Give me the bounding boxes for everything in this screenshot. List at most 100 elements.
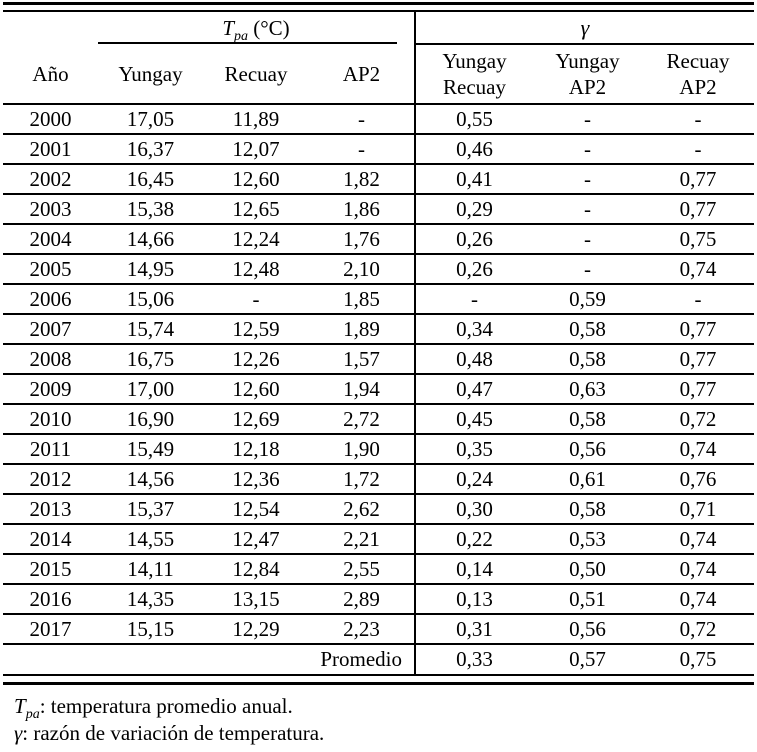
value-cell: - bbox=[533, 194, 642, 225]
value-cell: 0,77 bbox=[642, 194, 755, 225]
value-cell: 13,15 bbox=[203, 584, 309, 615]
value-cell: 16,37 bbox=[98, 134, 203, 165]
year-cell: 2016 bbox=[3, 584, 98, 615]
value-cell: 2,62 bbox=[309, 494, 416, 525]
year-cell: 2002 bbox=[3, 164, 98, 195]
value-cell: 0,72 bbox=[642, 614, 755, 645]
value-cell: 12,69 bbox=[203, 404, 309, 435]
year-cell: 2008 bbox=[3, 344, 98, 375]
table-row: 2005 14,95 12,48 2,10 0,26-0,74 bbox=[3, 254, 755, 285]
col-header-yungay-recuay: Yungay Recuay bbox=[415, 44, 533, 105]
value-cell: 15,38 bbox=[98, 194, 203, 225]
summary-label: Promedio bbox=[3, 644, 416, 676]
table-row: 2016 14,35 13,15 2,89 0,13 0,51 0,74 bbox=[3, 584, 755, 615]
value-cell: 16,75 bbox=[98, 344, 203, 375]
table-body: 2000 17,05 11,89-0,55- -2001 16,37 12,07-0,46… bbox=[3, 104, 755, 645]
group-header-tpa: Tpa (°C) bbox=[98, 11, 415, 44]
summary-row: Promedio 0,33 0,57 0,75 bbox=[3, 644, 755, 676]
table-row: 2003 15,38 12,65 1,86 0,29-0,77 bbox=[3, 194, 755, 225]
value-cell: - bbox=[533, 104, 642, 135]
value-cell: - bbox=[533, 134, 642, 165]
table-row: 2010 16,90 12,69 2,72 0,45 0,58 0,72 bbox=[3, 404, 755, 435]
value-cell: 14,66 bbox=[98, 224, 203, 255]
value-cell: 0,74 bbox=[642, 254, 755, 285]
value-cell: 0,77 bbox=[642, 374, 755, 405]
value-cell: 0,71 bbox=[642, 494, 755, 525]
footnote-gamma: γ: razón de variación de temperatura. bbox=[14, 720, 757, 747]
year-cell: 2006 bbox=[3, 284, 98, 315]
tpa-subscript: pa bbox=[234, 28, 249, 44]
col-header-line1: Recuay bbox=[666, 49, 730, 73]
value-cell: 17,00 bbox=[98, 374, 203, 405]
value-cell: 16,90 bbox=[98, 404, 203, 435]
value-cell: 2,23 bbox=[309, 614, 416, 645]
value-cell: 0,26 bbox=[415, 254, 533, 285]
value-cell: 0,31 bbox=[415, 614, 533, 645]
summary-value-yungay-ap2: 0,57 bbox=[533, 644, 642, 676]
value-cell: - bbox=[533, 254, 642, 285]
col-header-yungay-ap2: Yungay AP2 bbox=[533, 44, 642, 105]
gamma-symbol: γ bbox=[580, 14, 590, 40]
value-cell: 1,57 bbox=[309, 344, 416, 375]
data-table: Tpa (°C) γ Año Yungay Recuay AP2 Yungay … bbox=[3, 10, 755, 676]
table-row: 2000 17,05 11,89-0,55- - bbox=[3, 104, 755, 135]
value-cell: 15,37 bbox=[98, 494, 203, 525]
value-cell: 0,24 bbox=[415, 464, 533, 495]
value-cell: 15,49 bbox=[98, 434, 203, 465]
col-header-recuay-ap2: Recuay AP2 bbox=[642, 44, 755, 105]
bottom-rule-thick bbox=[3, 682, 754, 685]
value-cell: 12,60 bbox=[203, 164, 309, 195]
value-cell: 12,59 bbox=[203, 314, 309, 345]
value-cell: 0,58 bbox=[533, 404, 642, 435]
tpa-symbol: T bbox=[222, 15, 235, 40]
top-rule-thick bbox=[3, 2, 754, 5]
value-cell: - bbox=[642, 104, 755, 135]
value-cell: 0,34 bbox=[415, 314, 533, 345]
value-cell: 0,46 bbox=[415, 134, 533, 165]
value-cell: - bbox=[533, 224, 642, 255]
value-cell: 1,85 bbox=[309, 284, 416, 315]
value-cell: 12,47 bbox=[203, 524, 309, 555]
col-header-line2: Recuay bbox=[443, 75, 506, 99]
value-cell: 1,86 bbox=[309, 194, 416, 225]
value-cell: 0,35 bbox=[415, 434, 533, 465]
value-cell: 0,77 bbox=[642, 164, 755, 195]
value-cell: 0,29 bbox=[415, 194, 533, 225]
value-cell: 12,84 bbox=[203, 554, 309, 585]
value-cell: 12,36 bbox=[203, 464, 309, 495]
value-cell: 0,61 bbox=[533, 464, 642, 495]
value-cell: 17,05 bbox=[98, 104, 203, 135]
value-cell: 12,29 bbox=[203, 614, 309, 645]
value-cell: 0,47 bbox=[415, 374, 533, 405]
value-cell: 0,45 bbox=[415, 404, 533, 435]
value-cell: 0,77 bbox=[642, 314, 755, 345]
footnote-tpa-text: : temperatura promedio anual. bbox=[39, 694, 293, 718]
year-cell: 2009 bbox=[3, 374, 98, 405]
value-cell: 12,07 bbox=[203, 134, 309, 165]
value-cell: 15,06 bbox=[98, 284, 203, 315]
value-cell: 0,41 bbox=[415, 164, 533, 195]
value-cell: 0,72 bbox=[642, 404, 755, 435]
table-row: 2015 14,11 12,84 2,55 0,14 0,50 0,74 bbox=[3, 554, 755, 585]
table-row: 2017 15,15 12,29 2,23 0,31 0,56 0,72 bbox=[3, 614, 755, 645]
value-cell: 0,53 bbox=[533, 524, 642, 555]
year-cell: 2007 bbox=[3, 314, 98, 345]
value-cell: 2,10 bbox=[309, 254, 416, 285]
value-cell: - bbox=[642, 134, 755, 165]
table-row: 2004 14,66 12,24 1,76 0,26-0,75 bbox=[3, 224, 755, 255]
year-cell: 2004 bbox=[3, 224, 98, 255]
value-cell: 12,54 bbox=[203, 494, 309, 525]
value-cell: 1,94 bbox=[309, 374, 416, 405]
table-header: Tpa (°C) γ Año Yungay Recuay AP2 Yungay … bbox=[3, 11, 755, 105]
summary-value-recuay-ap2: 0,75 bbox=[642, 644, 755, 676]
value-cell: 0,51 bbox=[533, 584, 642, 615]
footnote-gamma-symbol: γ bbox=[14, 721, 23, 745]
value-cell: 0,63 bbox=[533, 374, 642, 405]
value-cell: 2,72 bbox=[309, 404, 416, 435]
value-cell: 14,55 bbox=[98, 524, 203, 555]
col-header-recuay: Recuay bbox=[203, 44, 309, 105]
value-cell: 12,65 bbox=[203, 194, 309, 225]
footnote-tpa-subscript: pa bbox=[25, 707, 40, 723]
col-header-line1: Yungay bbox=[555, 49, 620, 73]
value-cell: 2,89 bbox=[309, 584, 416, 615]
